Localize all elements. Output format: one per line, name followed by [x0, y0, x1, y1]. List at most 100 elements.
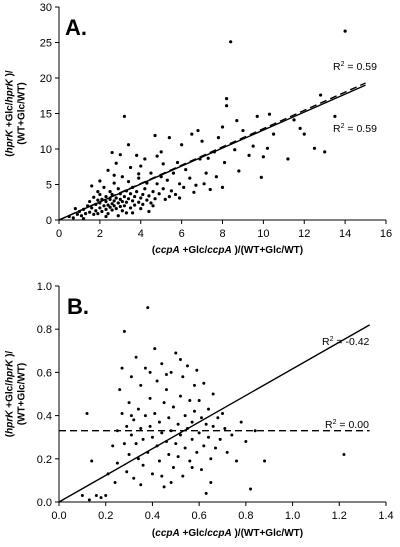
data-point	[164, 373, 168, 377]
data-point	[143, 157, 147, 161]
data-point	[209, 481, 213, 485]
data-point	[128, 165, 133, 170]
data-point	[206, 156, 210, 160]
data-point	[127, 401, 131, 405]
x-axis-title-part: +Glc/	[180, 528, 208, 539]
data-point	[85, 411, 89, 415]
data-point	[96, 190, 100, 194]
x-tick-label: 16	[380, 228, 392, 240]
data-point	[237, 169, 241, 173]
data-point	[114, 207, 118, 211]
y-axis-title-italic: hprK	[5, 129, 16, 153]
data-point	[171, 171, 176, 175]
data-point	[233, 148, 237, 152]
x-tick-label: 4	[138, 228, 144, 240]
data-point	[176, 455, 180, 459]
data-point	[75, 212, 79, 216]
y-tick-label: 0.6	[37, 367, 52, 379]
data-point	[130, 211, 135, 215]
data-point	[213, 446, 217, 450]
data-point	[114, 196, 118, 200]
r-squared-label: R2 = 0.59	[333, 61, 377, 73]
data-point	[155, 154, 159, 158]
data-point	[202, 444, 206, 448]
data-point	[292, 118, 296, 122]
data-point	[161, 187, 165, 191]
x-tick-label: 1.2	[332, 510, 347, 522]
data-point	[259, 175, 263, 179]
data-point	[149, 201, 153, 205]
data-point	[130, 199, 135, 203]
x-tick-label: 10	[257, 228, 269, 240]
data-point	[167, 136, 171, 140]
data-point	[157, 420, 161, 424]
data-point	[132, 476, 136, 480]
data-point	[145, 198, 149, 202]
data-point	[118, 204, 122, 209]
data-point	[110, 202, 114, 206]
y-tick-label: 25	[40, 38, 52, 50]
data-point	[167, 416, 171, 420]
data-point	[167, 452, 171, 456]
data-point	[98, 201, 102, 205]
data-point	[106, 472, 110, 476]
data-point	[88, 199, 92, 204]
data-point	[104, 494, 108, 498]
data-point	[286, 157, 290, 161]
data-point	[110, 192, 114, 197]
data-point	[241, 128, 245, 133]
data-point	[224, 104, 229, 108]
data-point	[98, 192, 102, 197]
data-point	[124, 189, 129, 193]
data-point	[129, 414, 133, 418]
y-tick-label: 20	[40, 73, 52, 85]
x-axis-title-part: )/(WT+Glc/WT)	[232, 245, 303, 256]
data-point	[141, 192, 145, 197]
data-point	[112, 204, 116, 208]
x-axis-title-italic: ccpA	[207, 245, 231, 256]
data-point	[118, 153, 122, 157]
x-axis-title-italic: ccpA	[155, 528, 179, 539]
r-squared-label: R2 = 0.00	[325, 419, 369, 431]
data-point	[159, 175, 163, 179]
data-point	[312, 146, 317, 150]
data-point	[160, 362, 164, 366]
data-point	[120, 175, 124, 179]
data-point	[235, 459, 239, 463]
data-point	[247, 153, 251, 157]
data-point	[139, 383, 143, 387]
data-point	[155, 379, 159, 383]
data-point	[160, 474, 164, 478]
y-axis-title-part: )/	[5, 70, 16, 79]
data-point	[90, 459, 94, 463]
data-point	[122, 194, 126, 199]
data-point	[110, 208, 114, 212]
data-point	[106, 212, 110, 216]
data-point	[139, 164, 143, 168]
data-point	[249, 487, 253, 491]
data-point	[115, 429, 119, 433]
data-point	[171, 405, 175, 409]
y-axis-title-line2: (WT+Glc/WT)	[17, 363, 28, 426]
data-point	[157, 459, 161, 463]
data-point	[177, 182, 182, 186]
data-point	[188, 398, 192, 402]
data-point	[136, 457, 140, 461]
x-tick-label: 14	[339, 228, 351, 240]
data-point	[130, 185, 135, 189]
data-point	[323, 150, 327, 154]
y-axis-title-line1: (hprK +Glc/hprK )/	[5, 70, 16, 157]
data-point	[178, 394, 182, 398]
data-point	[108, 205, 112, 209]
y-tick-label: 0.2	[37, 454, 52, 466]
data-point	[198, 157, 202, 161]
x-tick-label: 0	[56, 228, 62, 240]
data-point	[104, 199, 108, 204]
data-point	[118, 197, 122, 202]
data-point	[135, 153, 139, 157]
data-point	[174, 351, 178, 355]
data-point	[94, 209, 98, 213]
data-point	[211, 392, 215, 396]
data-point	[71, 216, 75, 220]
data-point	[143, 187, 147, 191]
